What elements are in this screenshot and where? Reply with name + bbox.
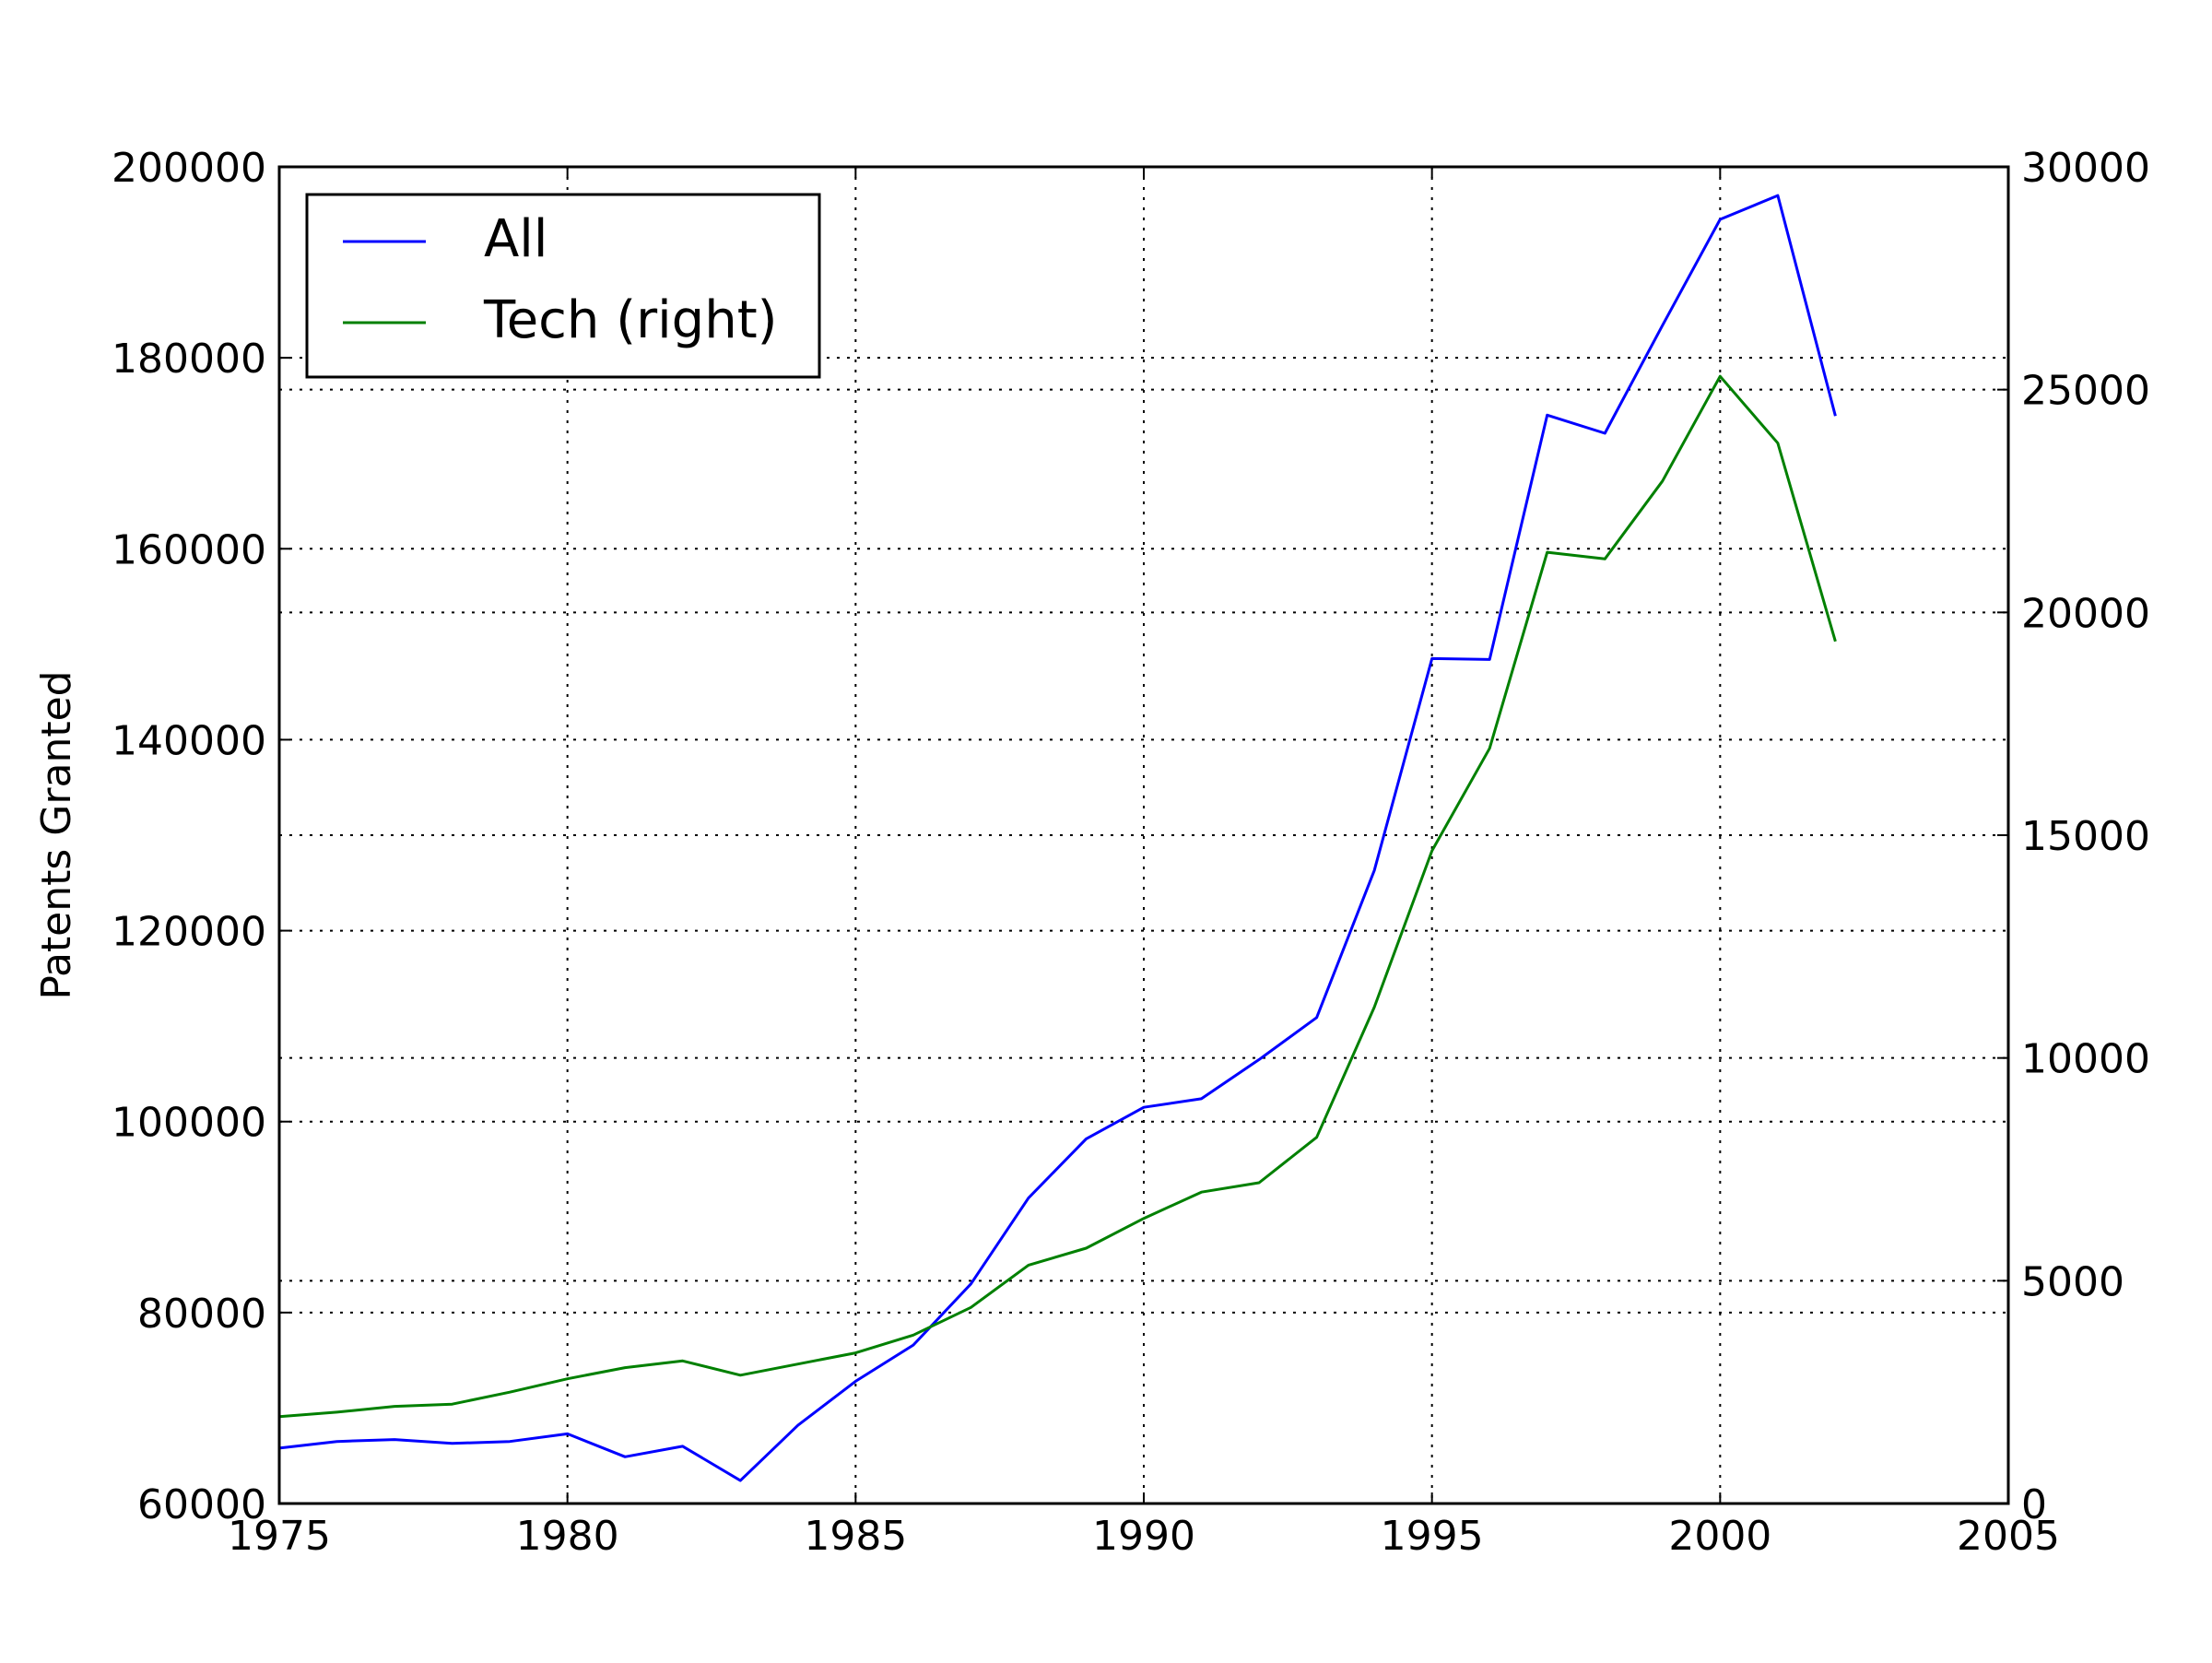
x-tick-label: 1995 — [1381, 1513, 1484, 1560]
legend: All Tech (right) — [305, 193, 821, 379]
series-line-all — [278, 194, 1837, 1482]
y-tick-label: 120000 — [112, 909, 266, 956]
y2-tick-label: 25000 — [2021, 368, 2150, 415]
y-tick-label: 100000 — [112, 1100, 266, 1147]
left-y-axis-ticks: 60000 80000 100000 120000 140000 160000 180000… — [112, 145, 290, 1528]
right-y-axis-ticks: 0 5000 10000 15000 20000 25000 30000 — [1997, 145, 2150, 1528]
y2-tick-label: 10000 — [2021, 1036, 2150, 1083]
y-tick-label: 200000 — [112, 145, 266, 192]
y2-tick-label: 5000 — [2021, 1258, 2124, 1305]
x-tick-label: 1990 — [1092, 1513, 1195, 1560]
data-series — [278, 194, 1837, 1482]
y-tick-label: 180000 — [112, 336, 266, 383]
series-line-tech — [278, 374, 1837, 1419]
legend-label-tech: Tech (right) — [483, 290, 778, 350]
y2-tick-label: 20000 — [2021, 590, 2150, 637]
y2-tick-label: 15000 — [2021, 813, 2150, 860]
y2-tick-label: 0 — [2021, 1481, 2047, 1528]
x-tick-label: 1985 — [804, 1513, 907, 1560]
legend-label-all: All — [484, 209, 547, 269]
x-tick-label: 1980 — [516, 1513, 619, 1560]
y-tick-label: 80000 — [137, 1291, 266, 1338]
legend-box — [305, 193, 821, 379]
y-tick-label: 160000 — [112, 526, 266, 573]
y2-tick-label: 30000 — [2021, 145, 2150, 192]
x-axis-ticks: 1975 1980 1985 1990 1995 2000 2005 — [228, 167, 2060, 1560]
x-tick-label: 2000 — [1668, 1513, 1771, 1560]
x-tick-label: 1975 — [228, 1513, 331, 1560]
x-tick-label: 2005 — [1957, 1513, 2060, 1560]
y-tick-label: 60000 — [137, 1481, 266, 1528]
y-axis-label: Patents Granted — [33, 670, 80, 999]
y-tick-label: 140000 — [112, 717, 266, 764]
